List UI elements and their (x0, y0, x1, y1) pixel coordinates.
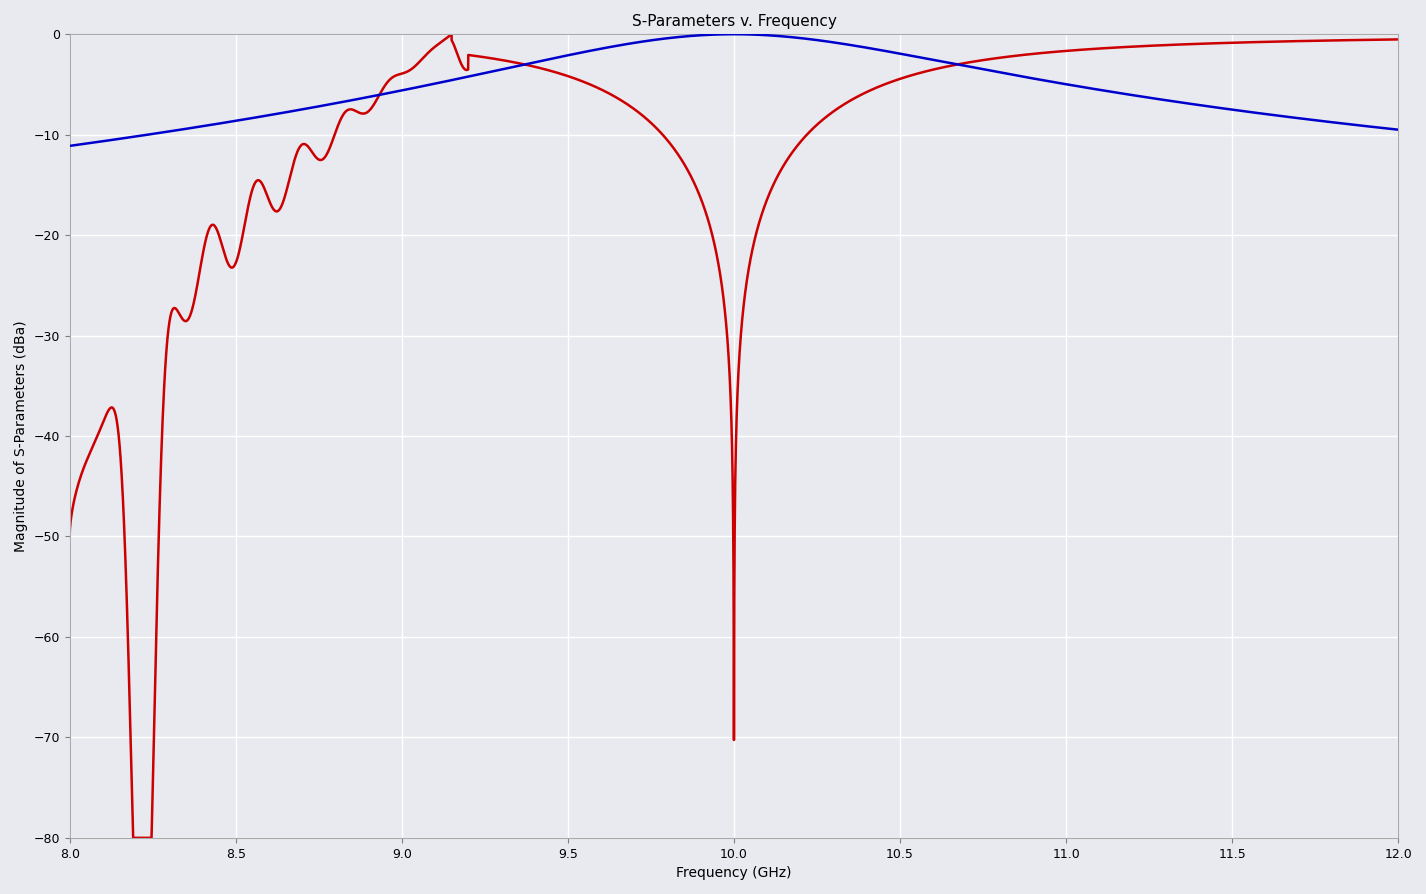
X-axis label: Frequency (GHz): Frequency (GHz) (676, 866, 791, 880)
Title: S-Parameters v. Frequency: S-Parameters v. Frequency (632, 14, 837, 29)
Y-axis label: Magnitude of S-Parameters (dBa): Magnitude of S-Parameters (dBa) (14, 320, 29, 552)
